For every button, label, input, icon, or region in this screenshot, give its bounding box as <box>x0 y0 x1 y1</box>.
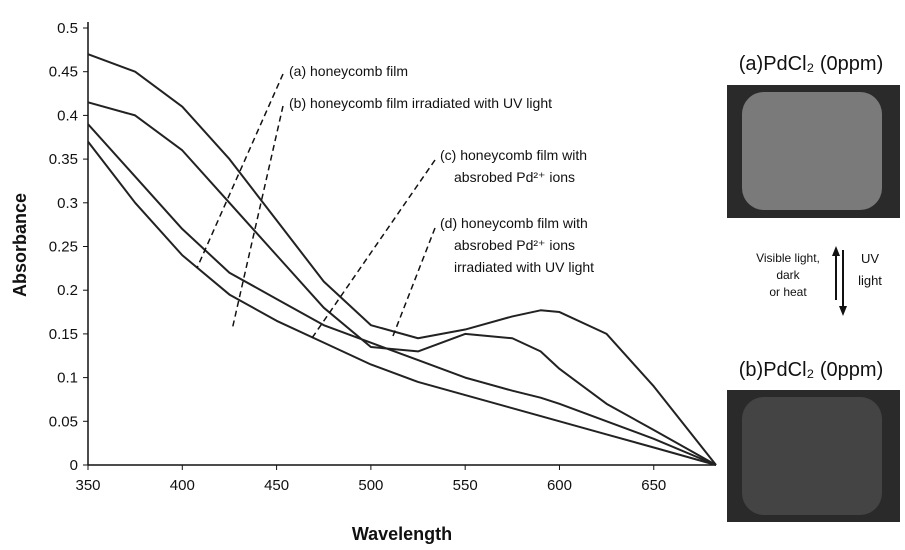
panel-title: (a)PdCl₂ (0ppm) <box>739 53 883 75</box>
arrow-label: light <box>858 273 882 288</box>
y-tick-label: 0 <box>70 457 78 474</box>
x-tick-label: 450 <box>264 477 289 494</box>
leader-line <box>231 105 284 331</box>
y-tick-label: 0.3 <box>57 195 78 212</box>
series-line <box>87 53 717 466</box>
leader-line <box>196 73 284 269</box>
panel-title: (b)PdCl₂ (0ppm) <box>739 359 883 381</box>
x-tick-label: 600 <box>547 477 572 494</box>
x-tick-label: 550 <box>453 477 478 494</box>
y-tick-label: 0.1 <box>57 370 78 387</box>
x-tick-label: 500 <box>358 477 383 494</box>
y-tick-label: 0.35 <box>49 151 78 168</box>
arrow-label: Visible light, <box>756 251 820 265</box>
annotation: (d) honeycomb film with <box>440 215 588 231</box>
y-tick-label: 0.4 <box>57 107 78 124</box>
arrow-label: dark <box>776 268 800 282</box>
series-line <box>87 123 717 466</box>
y-tick-label: 0.5 <box>57 20 78 37</box>
photo-film <box>742 397 882 515</box>
annotation: absrobed Pd²⁺ ions <box>454 237 575 253</box>
annotation: (b) honeycomb film irradiated with UV li… <box>289 95 552 111</box>
arrow-label: UV <box>861 251 879 266</box>
x-tick-label: 350 <box>75 477 100 494</box>
annotation: absrobed Pd²⁺ ions <box>454 169 575 185</box>
y-tick-label: 0.25 <box>49 239 78 256</box>
y-tick-label: 0.45 <box>49 64 78 81</box>
y-axis-label: Absorbance <box>10 193 30 297</box>
annotation: irradiated with UV light <box>454 259 594 275</box>
leader-line <box>311 159 436 339</box>
x-tick-label: 400 <box>170 477 195 494</box>
series-line <box>87 101 717 466</box>
photo-film <box>742 92 882 210</box>
y-tick-label: 0.15 <box>49 326 78 343</box>
x-axis-label: Wavelength <box>352 524 452 544</box>
x-tick-label: 650 <box>641 477 666 494</box>
y-tick-label: 0.05 <box>49 413 78 430</box>
arrow-label: or heat <box>769 285 807 299</box>
arrow-head <box>839 306 847 316</box>
annotation: (c) honeycomb film with <box>440 147 587 163</box>
y-tick-label: 0.2 <box>57 282 78 299</box>
annotation: (a) honeycomb film <box>289 63 408 79</box>
leader-line <box>392 227 436 337</box>
arrow-head <box>832 246 840 256</box>
series-line <box>87 141 717 466</box>
